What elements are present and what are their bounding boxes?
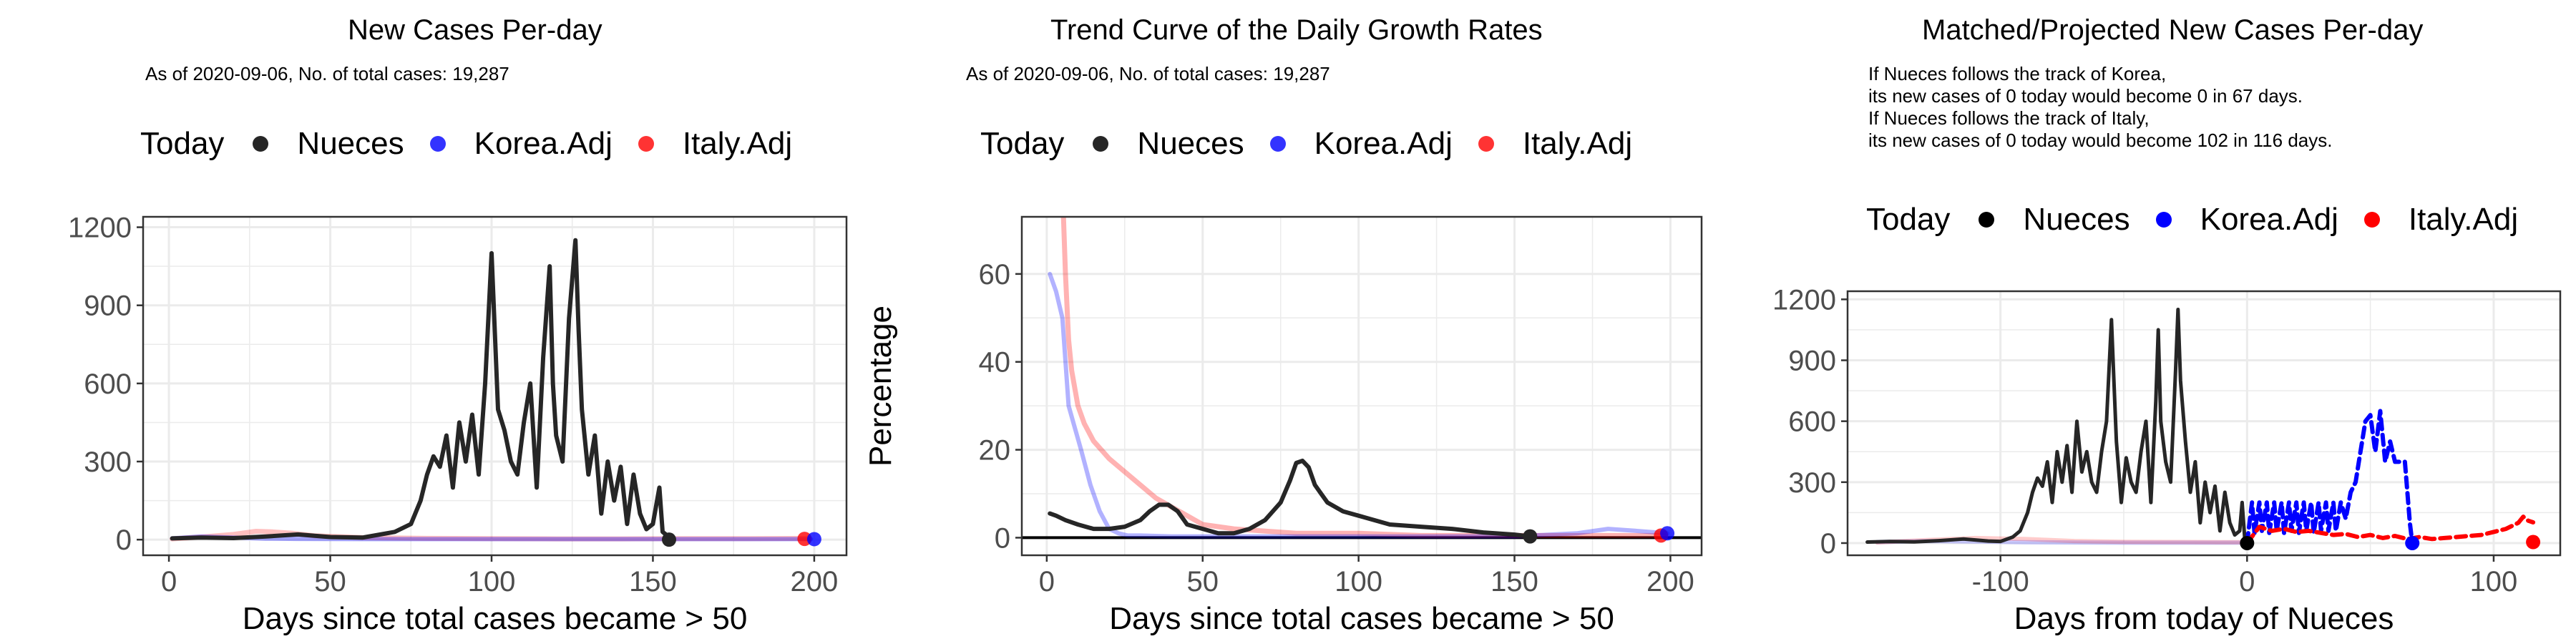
x-axis-label: Days from today of Nueces (2014, 601, 2394, 636)
y-tick-label: 1200 (68, 213, 132, 244)
x-axis-label: Days since total cases became > 50 (1109, 601, 1614, 636)
legend-item-italy: Italy.Adj (1478, 126, 1632, 162)
italy-dot-icon (1478, 136, 1494, 152)
y-tick-label: 300 (1788, 467, 1836, 499)
plot-border (142, 215, 848, 557)
series-line-korea-adj (2245, 409, 2415, 545)
x-tick-label: 200 (791, 566, 839, 597)
y-tick-label: 0 (995, 522, 1010, 554)
x-tick-label: 150 (629, 566, 677, 597)
today-marker-nueces (1523, 529, 1538, 544)
chart-subtitle-line: If Nueces follows the track of Korea, (1868, 63, 2167, 84)
panel-growth-rates: Trend Curve of the Daily Growth Rates As… (859, 0, 1717, 644)
series-line-korea-adj (1048, 271, 1670, 539)
legend-label: Nueces (2023, 202, 2130, 237)
y-tick-label: 0 (1820, 528, 1836, 560)
x-tick-label: 50 (1187, 566, 1219, 597)
x-tick-label: 100 (1335, 566, 1382, 597)
series-line-nueces (170, 238, 671, 542)
chart-title: Trend Curve of the Daily Growth Rates (1050, 14, 1543, 46)
chart-0: 0 50 100 150 200 0 300 600 900 1200 Days since tot… (68, 213, 848, 636)
korea-dot-icon (2155, 212, 2172, 228)
y-tick-label: 900 (84, 291, 132, 322)
x-tick-label: 150 (1491, 566, 1538, 597)
legend-label: Korea.Adj (1314, 126, 1453, 161)
chart-title: New Cases Per-day (348, 14, 602, 46)
x-tick-label: 100 (468, 566, 516, 597)
legend-item-italy: Italy.Adj (2363, 202, 2519, 238)
legend: Today Nueces Korea.Adj Italy.Adj (1866, 202, 2544, 238)
chart-subtitle: As of 2020-09-06, No. of total cases: 19… (145, 63, 509, 84)
legend-title: Today (980, 126, 1065, 161)
legend: Today Nueces Korea.Adj Italy.Adj (140, 126, 818, 162)
nueces-dot-icon (253, 136, 269, 152)
legend-item-korea: Korea.Adj (1269, 126, 1453, 162)
legend-label: Italy.Adj (1522, 126, 1633, 161)
chart-1: 0 50 100 150 200 0 20 40 60 Days since total case… (863, 215, 1703, 636)
today-marker-nueces (661, 532, 676, 547)
nueces-dot-icon (1093, 136, 1109, 152)
x-tick-label: 100 (2470, 566, 2518, 597)
today-marker-korea-adj (1660, 526, 1675, 541)
legend-label: Nueces (1137, 126, 1244, 161)
legend-title: Today (140, 126, 225, 161)
today-marker-korea-adj (2405, 535, 2420, 550)
series-line-italy-adj (1060, 217, 1667, 538)
chart-title: Matched/Projected New Cases Per-day (1922, 14, 2424, 46)
x-tick-label: 200 (1646, 566, 1694, 597)
x-tick-label: -100 (1972, 566, 2029, 597)
legend-label: Nueces (297, 126, 404, 161)
y-tick-label: 1200 (1772, 284, 1836, 316)
series-group (1022, 217, 1702, 540)
legend-item-nueces: Nueces (1093, 126, 1244, 162)
legend: Today Nueces Korea.Adj Italy.Adj (980, 126, 1658, 162)
today-marker-nueces (2240, 535, 2255, 550)
y-tick-label: 20 (979, 435, 1011, 467)
legend-label: Italy.Adj (2408, 202, 2519, 237)
korea-dot-icon (1269, 136, 1286, 152)
legend-item-korea: Korea.Adj (429, 126, 613, 162)
legend-item-korea: Korea.Adj (2155, 202, 2338, 238)
plot-border (1020, 215, 1703, 557)
y-tick-label: 0 (116, 525, 132, 556)
legend-label: Italy.Adj (682, 126, 793, 161)
legend-item-nueces: Nueces (1979, 202, 2130, 238)
chart-subtitle-line: If Nueces follows the track of Italy, (1868, 107, 2150, 129)
nueces-dot-icon (1979, 212, 1995, 228)
y-tick-label: 600 (1788, 406, 1836, 438)
series-group (1865, 308, 2536, 545)
chart-2: -100 0 100 0 300 600 900 1200 Days from today of… (1772, 284, 2562, 636)
x-axis-label: Days since total cases became > 50 (243, 601, 748, 636)
panel-projected: Matched/Projected New Cases Per-day If N… (1717, 0, 2576, 644)
y-tick-label: 300 (84, 447, 132, 478)
y-axis-label: Percentage (863, 306, 898, 467)
today-marker-italy-adj (2526, 535, 2541, 550)
x-tick-label: 0 (161, 566, 177, 597)
chart-subtitle: As of 2020-09-06, No. of total cases: 19… (966, 63, 1330, 84)
y-tick-label: 40 (979, 347, 1011, 379)
italy-dot-icon (638, 136, 654, 152)
chart-subtitle-line: its new cases of 0 today would become 10… (1868, 130, 2333, 151)
x-tick-label: 0 (2239, 566, 2255, 597)
legend-label: Korea.Adj (2200, 202, 2338, 237)
today-marker-korea-adj (806, 532, 821, 547)
legend-item-nueces: Nueces (253, 126, 404, 162)
series-line-nueces (1865, 308, 2249, 545)
y-tick-label: 600 (84, 369, 132, 400)
korea-dot-icon (429, 136, 446, 152)
chart-subtitle-line: its new cases of 0 today would become 0 … (1868, 85, 2303, 107)
panel-new-cases: New Cases Per-day As of 2020-09-06, No. … (0, 0, 859, 644)
y-tick-label: 60 (979, 259, 1011, 291)
series-line-nueces (1048, 458, 1533, 539)
legend-label: Korea.Adj (474, 126, 613, 161)
italy-dot-icon (2363, 212, 2380, 228)
series-line-italy-adj (2245, 514, 2536, 545)
x-tick-label: 50 (314, 566, 346, 597)
plot-border (1846, 290, 2562, 557)
y-tick-label: 900 (1788, 346, 1836, 377)
legend-item-italy: Italy.Adj (638, 126, 792, 162)
legend-title: Today (1866, 202, 1951, 237)
x-tick-label: 0 (1039, 566, 1055, 597)
